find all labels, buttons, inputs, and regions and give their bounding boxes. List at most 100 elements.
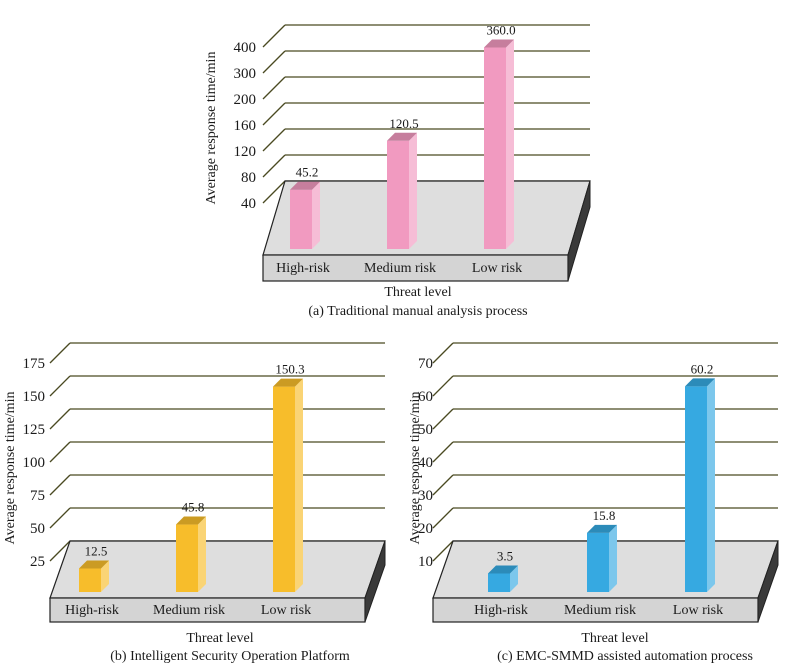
x-axis-title: Threat level <box>581 631 648 646</box>
y-tick-label: 200 <box>234 92 257 108</box>
y-tick-label: 175 <box>23 356 46 372</box>
gridline-side <box>432 408 454 430</box>
y-tick-label: 120 <box>234 144 257 160</box>
data-label: 12.5 <box>85 544 108 559</box>
category-label: Medium risk <box>153 603 225 618</box>
bar-top <box>685 378 715 387</box>
gridline-side <box>262 50 286 74</box>
data-label: 360.0 <box>486 23 515 38</box>
bar-side <box>295 378 303 592</box>
bar <box>488 573 510 592</box>
gridline-side <box>262 128 286 152</box>
y-tick-label: 160 <box>234 118 257 134</box>
category-label: High-risk <box>276 261 330 276</box>
chart-panel-c: 10 20 30 40 50 60 70 3.5 High-risk 15.8 Medium ris… <box>408 342 779 664</box>
base-front <box>262 254 569 282</box>
bar-side <box>707 378 715 592</box>
y-tick-label: 125 <box>23 422 46 438</box>
chart-caption: (b) Intelligent Security Operation Platf… <box>110 649 350 664</box>
y-tick-label: 150 <box>23 389 46 405</box>
base-side <box>364 540 386 623</box>
base-side <box>567 180 591 282</box>
category-label: Low risk <box>673 603 723 618</box>
gridline-side <box>432 375 454 397</box>
category-label: High-risk <box>474 603 528 618</box>
y-tick-label: 50 <box>30 521 45 537</box>
base-side <box>757 540 779 623</box>
bar-side <box>409 132 417 249</box>
gridline-side <box>49 375 71 397</box>
bar-top <box>587 524 617 533</box>
chart-caption: (a) Traditional manual analysis process <box>308 304 527 319</box>
y-axis-title: Average response time/min <box>204 52 219 205</box>
bar-top <box>176 516 206 525</box>
x-axis-title: Threat level <box>186 631 253 646</box>
bar-side <box>312 181 320 249</box>
gridline-side <box>432 507 454 529</box>
y-tick-label: 40 <box>418 455 433 471</box>
y-tick-label: 25 <box>30 554 45 570</box>
bar <box>176 524 198 592</box>
bar-side <box>198 516 206 592</box>
gridline-side <box>49 342 71 364</box>
y-tick-label: 75 <box>30 488 45 504</box>
category-label: High-risk <box>65 603 119 618</box>
gridline-side <box>432 540 454 562</box>
y-tick-label: 40 <box>241 196 256 212</box>
bar-top <box>273 378 303 387</box>
gridline-side <box>432 342 454 364</box>
bar <box>387 140 409 249</box>
category-label: Medium risk <box>364 261 436 276</box>
gridline-side <box>262 24 286 48</box>
gridline-side <box>262 76 286 100</box>
base-front <box>49 597 366 623</box>
gridline-side <box>262 180 286 204</box>
category-label: Medium risk <box>564 603 636 618</box>
bar-top <box>79 560 109 569</box>
bar-side <box>101 560 109 592</box>
gridline-side <box>49 507 71 529</box>
gridline-side <box>262 102 286 126</box>
data-label: 60.2 <box>691 361 714 376</box>
bar-top <box>290 181 320 190</box>
x-axis-title: Threat level <box>384 285 451 300</box>
bar <box>273 386 295 592</box>
gridline-side <box>49 474 71 496</box>
bar-top <box>484 39 514 48</box>
gridline-side <box>49 540 71 562</box>
y-tick-label: 70 <box>418 356 433 372</box>
data-label: 15.8 <box>593 508 616 523</box>
chart-panel-b: 25 50 75 100 125 150 175 12.5 High-risk 45.8 Mediu… <box>3 342 386 664</box>
data-label: 45.2 <box>296 165 319 180</box>
y-axis-title: Average response time/min <box>408 392 423 545</box>
y-tick-label: 50 <box>418 422 433 438</box>
y-tick-label: 60 <box>418 389 433 405</box>
gridline-side <box>49 408 71 430</box>
data-label: 120.5 <box>389 116 418 131</box>
y-tick-label: 100 <box>23 455 46 471</box>
category-label: Low risk <box>261 603 311 618</box>
data-label: 45.8 <box>182 500 205 515</box>
y-tick-label: 20 <box>418 521 433 537</box>
bar-side <box>506 39 514 249</box>
y-axis-title: Average response time/min <box>3 392 18 545</box>
y-tick-label: 30 <box>418 488 433 504</box>
gridline-side <box>49 441 71 463</box>
bar <box>79 568 101 592</box>
y-tick-label: 80 <box>241 170 256 186</box>
bar <box>587 532 609 592</box>
data-label: 150.3 <box>275 362 304 377</box>
bar <box>685 386 707 592</box>
gridline-side <box>262 154 286 178</box>
category-label: Low risk <box>472 261 522 276</box>
y-tick-label: 400 <box>234 40 257 56</box>
bar <box>484 47 506 249</box>
bar-side <box>609 524 617 592</box>
gridline-side <box>432 474 454 496</box>
bar-side <box>510 565 518 592</box>
chart-caption: (c) EMC-SMMD assisted automation process <box>497 649 753 664</box>
y-tick-label: 10 <box>418 554 433 570</box>
data-label: 3.5 <box>497 548 513 563</box>
gridline-side <box>432 441 454 463</box>
